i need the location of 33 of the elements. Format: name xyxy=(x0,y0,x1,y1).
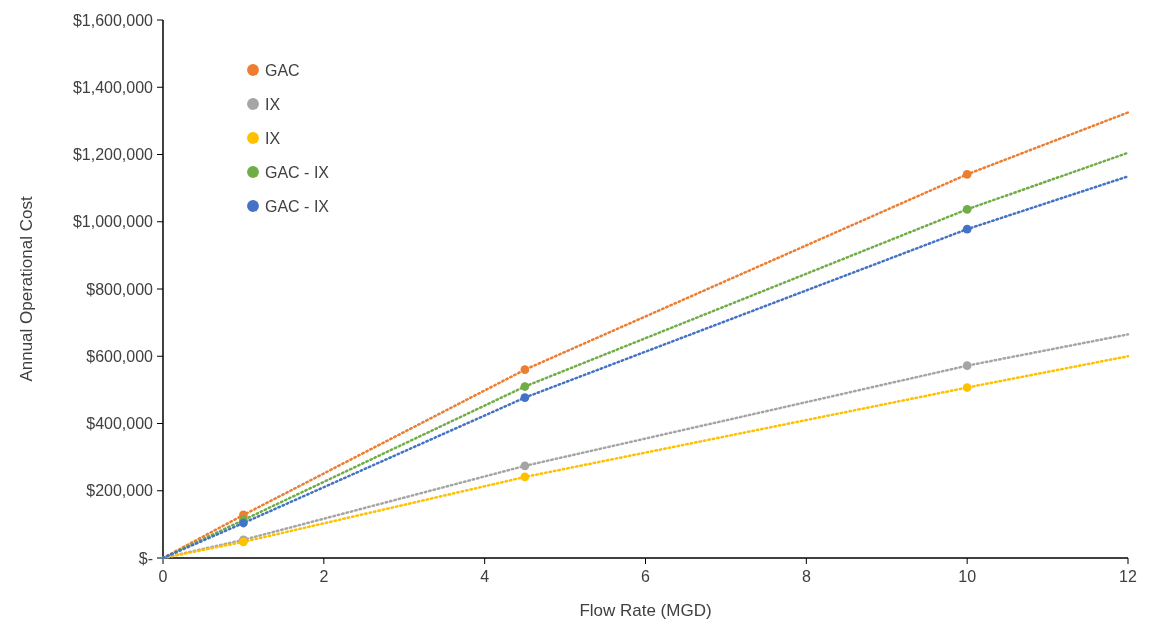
legend-label: IX xyxy=(265,129,281,147)
point xyxy=(520,472,530,482)
legend-label: GAC xyxy=(265,61,300,79)
point xyxy=(520,365,530,375)
point xyxy=(520,382,530,391)
y-tick-label: $200,000 xyxy=(86,482,154,500)
y-tick-label: $800,000 xyxy=(86,280,154,298)
x-tick-label: 4 xyxy=(480,568,490,585)
point xyxy=(962,169,972,179)
x-tick-label: 0 xyxy=(158,568,168,585)
x-tick-label: 10 xyxy=(958,568,977,585)
legend-label: IX xyxy=(265,95,281,113)
y-tick-label: $1,600,000 xyxy=(72,11,154,29)
legend-label: GAC - IX xyxy=(265,197,330,215)
y-tick-label: $1,200,000 xyxy=(72,146,154,164)
y-tick-label: $- xyxy=(138,549,153,567)
point xyxy=(962,361,972,371)
point xyxy=(520,461,530,471)
y-tick-label: $400,000 xyxy=(86,415,154,433)
legend-label: GAC - IX xyxy=(265,163,330,181)
point xyxy=(962,224,972,234)
x-axis-title: Flow Rate (MGD) xyxy=(579,601,712,620)
point xyxy=(962,383,972,392)
y-tick-label: $1,000,000 xyxy=(72,213,154,231)
y-axis-title: Annual Operational Cost xyxy=(17,196,36,382)
point xyxy=(962,204,972,214)
x-tick-label: 2 xyxy=(319,568,329,585)
x-tick-label: 12 xyxy=(1119,568,1137,585)
x-tick-label: 8 xyxy=(801,568,811,585)
y-tick-label: $600,000 xyxy=(86,347,154,365)
point xyxy=(520,393,530,402)
y-tick-label: $1,400,000 xyxy=(72,78,154,96)
x-tick-label: 6 xyxy=(641,568,651,585)
